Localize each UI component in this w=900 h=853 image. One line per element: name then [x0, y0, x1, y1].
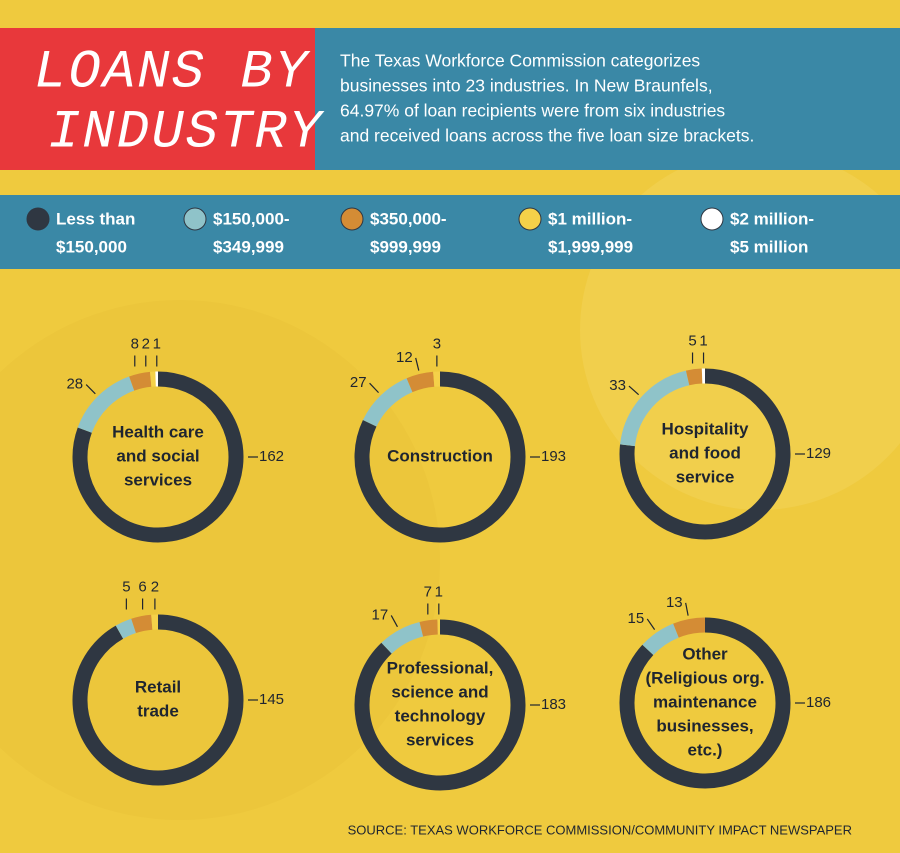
donut-segment [642, 623, 680, 656]
legend-swatch [26, 207, 50, 231]
donut-label: etc.) [688, 740, 723, 759]
donut-label: Hospitality [662, 419, 749, 438]
donut-label: maintenance [653, 692, 757, 711]
value-label: 3 [433, 335, 441, 352]
donut-label: Retail [135, 677, 181, 696]
background-shape [0, 300, 440, 820]
leader-line [646, 618, 656, 630]
value-label: 15 [628, 610, 645, 627]
leader-line [369, 382, 379, 394]
value-label: 129 [806, 445, 831, 462]
legend-label: $999,999 [370, 237, 441, 256]
value-label: 186 [806, 694, 831, 711]
donut-segment [620, 370, 690, 447]
value-label: 2 [142, 335, 150, 352]
donut-label: science and [391, 682, 488, 701]
value-label: 27 [350, 374, 367, 391]
leader-line [390, 615, 398, 628]
donut-label: and social [116, 446, 199, 465]
value-label: 28 [66, 376, 83, 393]
description-line: The Texas Workforce Commission categoriz… [340, 51, 700, 71]
leader-line [85, 384, 96, 395]
value-label: 5 [688, 332, 696, 349]
legend-swatch [518, 207, 542, 231]
legend-label: Less than [56, 209, 135, 228]
leader-line [685, 602, 689, 616]
value-label: 17 [372, 606, 389, 623]
legend-swatch [700, 207, 724, 231]
value-label: 13 [666, 594, 683, 611]
donut-segment [129, 371, 152, 391]
donut-label: (Religious org. [646, 668, 765, 687]
donut-label: services [406, 730, 474, 749]
value-label: 5 [122, 578, 130, 595]
leader-line [628, 385, 640, 396]
description-line: and received loans across the five loan … [340, 126, 754, 146]
value-label: 183 [541, 696, 566, 713]
donut-label: Other [682, 644, 728, 663]
donut-segment [354, 371, 526, 543]
value-label: 2 [151, 578, 159, 595]
donut-segment [406, 371, 435, 393]
value-label: 33 [609, 377, 626, 394]
donut-segment [354, 619, 526, 791]
legend-swatch [340, 207, 364, 231]
value-label: 7 [424, 583, 432, 600]
donut-label: Construction [387, 446, 493, 465]
value-label: 8 [131, 335, 139, 352]
donut-segment [685, 368, 703, 386]
legend-label: $150,000 [56, 237, 127, 256]
leader-line [415, 357, 420, 371]
description-box [315, 28, 900, 170]
legend-label: $2 million- [730, 209, 814, 228]
description-line: businesses into 23 industries. In New Br… [340, 76, 713, 96]
value-label: 1 [699, 332, 707, 349]
donut-segment [619, 617, 791, 789]
title-box [0, 28, 315, 170]
donut-segment [419, 619, 439, 637]
legend-swatch [183, 207, 207, 231]
donut-segment [131, 614, 153, 634]
legend-label: $349,999 [213, 237, 284, 256]
donut-label: service [676, 467, 735, 486]
value-label: 162 [259, 448, 284, 465]
donut-label: technology [395, 706, 486, 725]
donut-segment [362, 378, 413, 427]
donut-label: services [124, 470, 192, 489]
donut-segment [673, 617, 706, 638]
legend-label: $5 million [730, 237, 808, 256]
donut-label: Professional, [387, 658, 494, 677]
donut-segment [381, 621, 424, 654]
donut-label: businesses, [656, 716, 753, 735]
legend-band [0, 195, 900, 269]
legend-label: $350,000- [370, 209, 447, 228]
donut-segment [115, 618, 137, 639]
legend-label: $1 million- [548, 209, 632, 228]
value-label: 12 [396, 349, 413, 366]
title-line: LOANS BY [34, 42, 311, 103]
donut-segment [72, 614, 244, 786]
donut-label: and food [669, 443, 741, 462]
value-label: 1 [435, 583, 443, 600]
donut-segment [77, 376, 135, 433]
donut-segment [619, 368, 791, 540]
legend-label: $150,000- [213, 209, 290, 228]
donut-label: Health care [112, 422, 204, 441]
value-label: 193 [541, 448, 566, 465]
value-label: 6 [138, 578, 146, 595]
value-label: 1 [153, 335, 161, 352]
source: SOURCE: TEXAS WORKFORCE COMMISSION/COMMU… [348, 822, 852, 837]
description-line: 64.97% of loan recipients were from six … [340, 101, 725, 121]
donut-label: trade [137, 701, 179, 720]
value-label: 145 [259, 691, 284, 708]
title-line: INDUSTRY [48, 102, 325, 163]
donut-segment [72, 371, 244, 543]
legend-label: $1,999,999 [548, 237, 633, 256]
